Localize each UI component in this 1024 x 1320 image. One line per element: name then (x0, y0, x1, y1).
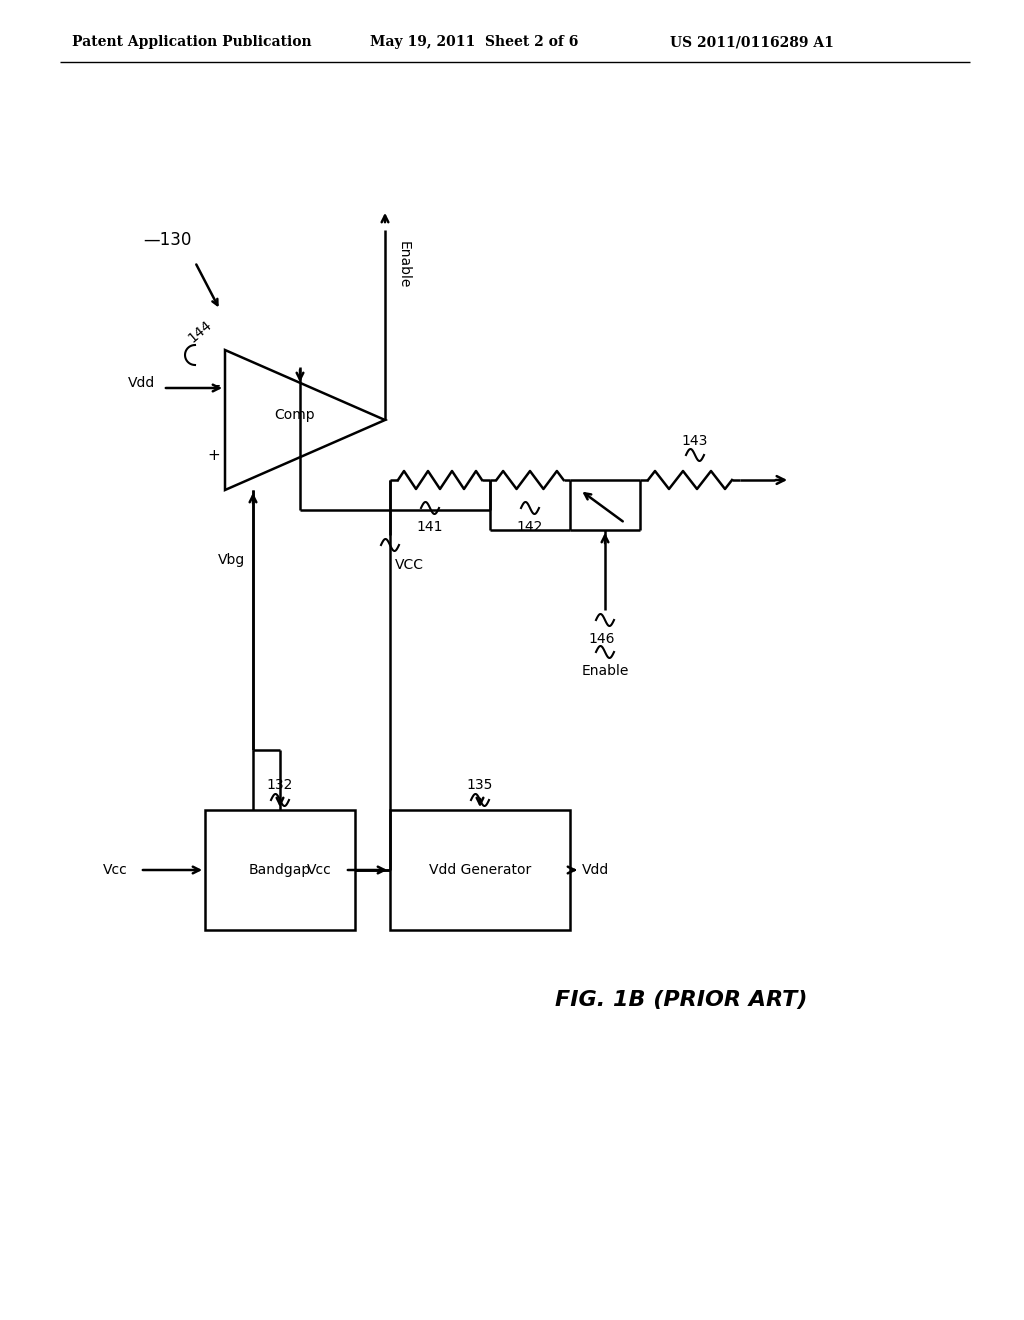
Text: Vcc: Vcc (103, 863, 128, 876)
Text: 144: 144 (185, 317, 214, 345)
Text: Patent Application Publication: Patent Application Publication (72, 36, 311, 49)
Text: 141: 141 (417, 520, 443, 535)
Text: Enable: Enable (397, 242, 411, 289)
Text: Vdd: Vdd (128, 376, 155, 389)
Text: May 19, 2011  Sheet 2 of 6: May 19, 2011 Sheet 2 of 6 (370, 36, 579, 49)
Text: Vbg: Vbg (218, 553, 245, 568)
Text: 132: 132 (267, 777, 293, 792)
Text: Comp: Comp (274, 408, 315, 422)
Text: 143: 143 (682, 434, 709, 447)
Text: VCC: VCC (395, 558, 424, 572)
Text: Vdd Generator: Vdd Generator (429, 863, 531, 876)
Text: +: + (207, 447, 220, 462)
Text: 135: 135 (467, 777, 494, 792)
Text: Vdd: Vdd (582, 863, 609, 876)
Text: —130: —130 (143, 231, 191, 249)
Text: Bandgap: Bandgap (249, 863, 311, 876)
Text: Vcc: Vcc (307, 863, 332, 876)
Text: US 2011/0116289 A1: US 2011/0116289 A1 (670, 36, 834, 49)
Text: 142: 142 (517, 520, 543, 535)
Text: Enable: Enable (582, 664, 629, 678)
Text: 146: 146 (589, 632, 615, 645)
Bar (390, 810, 570, 931)
Bar (205, 810, 355, 931)
Text: FIG. 1B (PRIOR ART): FIG. 1B (PRIOR ART) (555, 990, 807, 1010)
Text: -: - (214, 378, 220, 392)
